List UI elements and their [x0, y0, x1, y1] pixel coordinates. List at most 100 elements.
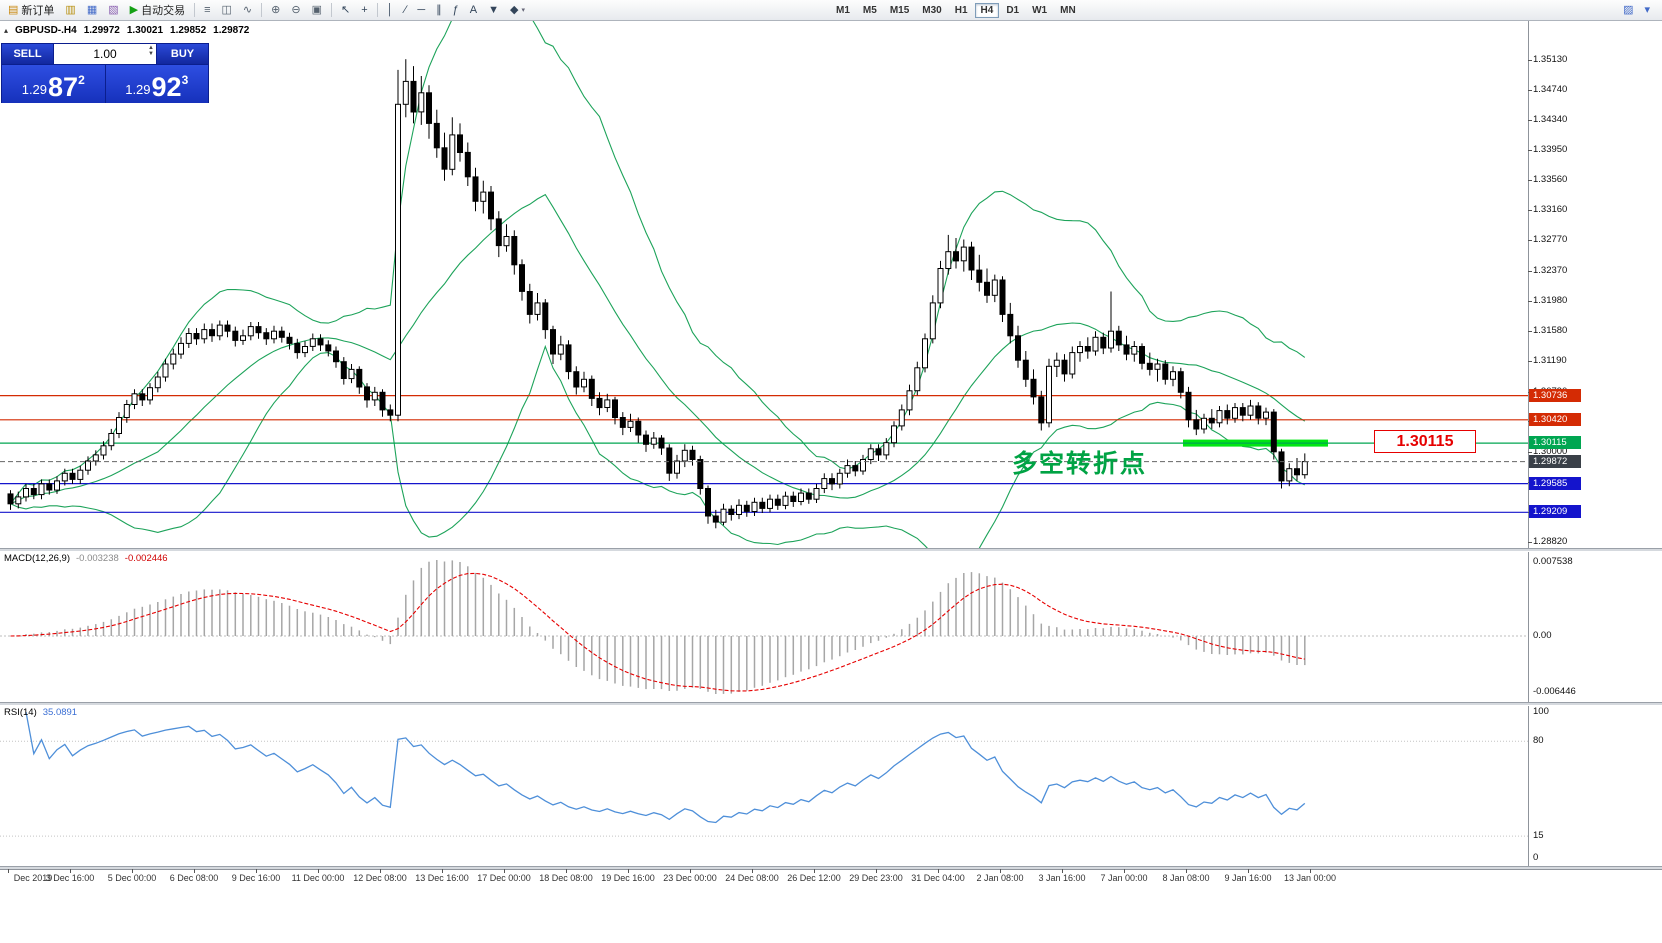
toolbar-separator — [194, 3, 196, 17]
time-axis-label: 23 Dec 00:00 — [663, 873, 717, 883]
price-tick-label: 1.34340 — [1533, 114, 1568, 126]
stepper-up-icon[interactable]: ▲ — [148, 45, 154, 51]
fibonacci-button[interactable]: ƒ — [448, 2, 464, 19]
time-axis-label: 2 Jan 08:00 — [976, 873, 1024, 883]
new-order-button-label: 新订单 — [21, 5, 55, 17]
timeframe-w1-button[interactable]: W1 — [1026, 3, 1053, 18]
time-tick-mark — [1248, 869, 1249, 873]
rsi-caption: RSI(14) 35.0891 — [4, 707, 77, 718]
horizontal-level-lines[interactable] — [0, 395, 1528, 513]
timeframe-d1-button[interactable]: D1 — [1000, 3, 1025, 18]
time-tick-mark — [1124, 869, 1125, 873]
chevron-down-icon: ▾ — [521, 7, 525, 14]
price-tick-mark — [1528, 300, 1532, 302]
time-axis-label: 8 Jan 08:00 — [1162, 873, 1210, 883]
bars-chart-button[interactable]: ≡ — [199, 2, 215, 19]
time-axis-label: 7 Jan 00:00 — [1100, 873, 1148, 883]
time-tick-mark — [1310, 869, 1311, 873]
time-tick-mark — [876, 869, 877, 873]
timeframe-m1-button[interactable]: M1 — [830, 3, 856, 18]
arrows-button[interactable]: ▼ — [483, 2, 504, 19]
candles — [7, 59, 1308, 529]
line-chart-button[interactable]: ∿ — [238, 2, 257, 19]
candlestick-chart-button[interactable]: ◫ — [217, 2, 237, 19]
buy-button[interactable]: BUY — [156, 44, 208, 64]
horizontal-line-button[interactable]: ─ — [412, 2, 430, 19]
equidistant-channel-button[interactable]: ∥ — [431, 2, 447, 19]
window-bottom-area — [0, 890, 1662, 943]
timeframe-h1-button[interactable]: H1 — [949, 3, 974, 18]
zoom-in-icon: ⊕ — [271, 3, 281, 16]
text-icon: A — [469, 3, 478, 16]
timeframe-m5-button[interactable]: M5 — [857, 3, 883, 18]
price-tick-label: 1.31980 — [1533, 294, 1568, 306]
rsi-panel[interactable] — [0, 706, 1528, 866]
time-axis[interactable] — [0, 869, 1662, 890]
autotrading-button[interactable]: ▶ 自动交易 — [125, 2, 190, 19]
rsi-name: RSI(14) — [4, 707, 37, 718]
quick-search-button[interactable]: ▾ — [1639, 2, 1655, 19]
price-tick-mark — [1528, 331, 1532, 333]
one-click-toggle-icon[interactable]: ▴ — [4, 26, 9, 35]
crosshair-button[interactable]: + — [356, 2, 372, 19]
main-chart-plot[interactable] — [0, 0, 1528, 571]
bollinger-bands — [10, 0, 1306, 571]
time-axis-label: 29 Dec 23:00 — [849, 873, 903, 883]
sell-button[interactable]: SELL — [2, 44, 54, 64]
shapes-dropdown[interactable]: ◆ ▾ — [505, 2, 530, 19]
sell-price[interactable]: 1.29 87 2 — [2, 65, 106, 103]
time-axis-label: 26 Dec 12:00 — [787, 873, 841, 883]
vertical-line-button[interactable]: │ — [382, 2, 399, 19]
timeframe-m30-button[interactable]: M30 — [916, 3, 947, 18]
quick-search-icon: ▾ — [1644, 3, 1650, 16]
pivot-price-callout[interactable]: 1.30115 — [1374, 430, 1476, 453]
timeframe-m15-button[interactable]: M15 — [884, 3, 915, 18]
profiles-button[interactable]: ▦ — [82, 2, 102, 19]
indicator-list-button[interactable]: ▥ — [60, 2, 80, 19]
text-button[interactable]: A — [465, 2, 482, 19]
toolbar-left-group: ▤ 新订单 ▥ ▦ ▧ ▶ 自动交易 ≡ ◫ ∿ ⊕ ⊖ ▣ ↖ + │ ∕ ─ ∥ ƒ A ▼ ◆ ▾ — [3, 2, 530, 19]
trendline-button[interactable]: ∕ — [400, 2, 412, 19]
sell-price-sup: 2 — [78, 73, 85, 87]
cursor-button[interactable]: ↖ — [336, 2, 355, 19]
macd-panel[interactable] — [0, 552, 1528, 702]
chart-list-button[interactable]: ▨ — [1618, 2, 1638, 19]
volume-stepper[interactable]: ▲ ▼ — [148, 45, 154, 57]
time-tick-mark — [938, 869, 939, 873]
macd-name: MACD(12,26,9) — [4, 553, 70, 564]
rsi-value: 35.0891 — [42, 707, 78, 718]
line-chart-icon: ∿ — [242, 3, 253, 16]
new-order-button[interactable]: ▤ 新订单 — [3, 2, 59, 19]
timeframe-h4-button[interactable]: H4 — [974, 2, 1000, 18]
zoom-in-button[interactable]: ⊕ — [266, 2, 285, 19]
time-tick-mark — [318, 869, 319, 873]
time-axis-label: 3 Jan 16:00 — [1038, 873, 1086, 883]
panel-divider[interactable] — [0, 702, 1662, 706]
time-tick-mark — [504, 869, 505, 873]
panel-divider[interactable] — [0, 548, 1662, 552]
time-axis-label: 17 Dec 00:00 — [477, 873, 531, 883]
volume-input[interactable]: 1.00 ▲ ▼ — [54, 44, 156, 64]
zoom-out-button[interactable]: ⊖ — [286, 2, 305, 19]
time-axis-label: 12 Dec 08:00 — [353, 873, 407, 883]
time-tick-mark — [814, 869, 815, 873]
stepper-down-icon[interactable]: ▼ — [148, 51, 154, 57]
price-tick-label: 1.31580 — [1533, 325, 1568, 337]
equidistant-channel-icon: ∥ — [436, 3, 442, 16]
time-tick-mark — [690, 869, 691, 873]
buy-price[interactable]: 1.29 92 3 — [105, 65, 208, 103]
time-tick-mark — [1062, 869, 1063, 873]
price-tick-mark — [1528, 451, 1532, 453]
trendline-icon: ∕ — [404, 3, 407, 16]
level-price-label: 1.30736 — [1529, 388, 1581, 402]
annotation-text[interactable]: 多空转折点 — [1012, 450, 1148, 478]
tile-windows-button[interactable]: ▣ — [307, 2, 327, 19]
time-axis-label: 5 Dec 00:00 — [107, 873, 157, 883]
alerts-button[interactable]: ▧ — [103, 2, 123, 19]
chart-list-icon: ▨ — [1623, 3, 1634, 16]
time-tick-mark — [8, 869, 9, 873]
timeframe-mn-button[interactable]: MN — [1054, 3, 1082, 18]
price-tick-mark — [1528, 179, 1532, 181]
rsi-scale-label: 100 — [1533, 706, 1549, 717]
